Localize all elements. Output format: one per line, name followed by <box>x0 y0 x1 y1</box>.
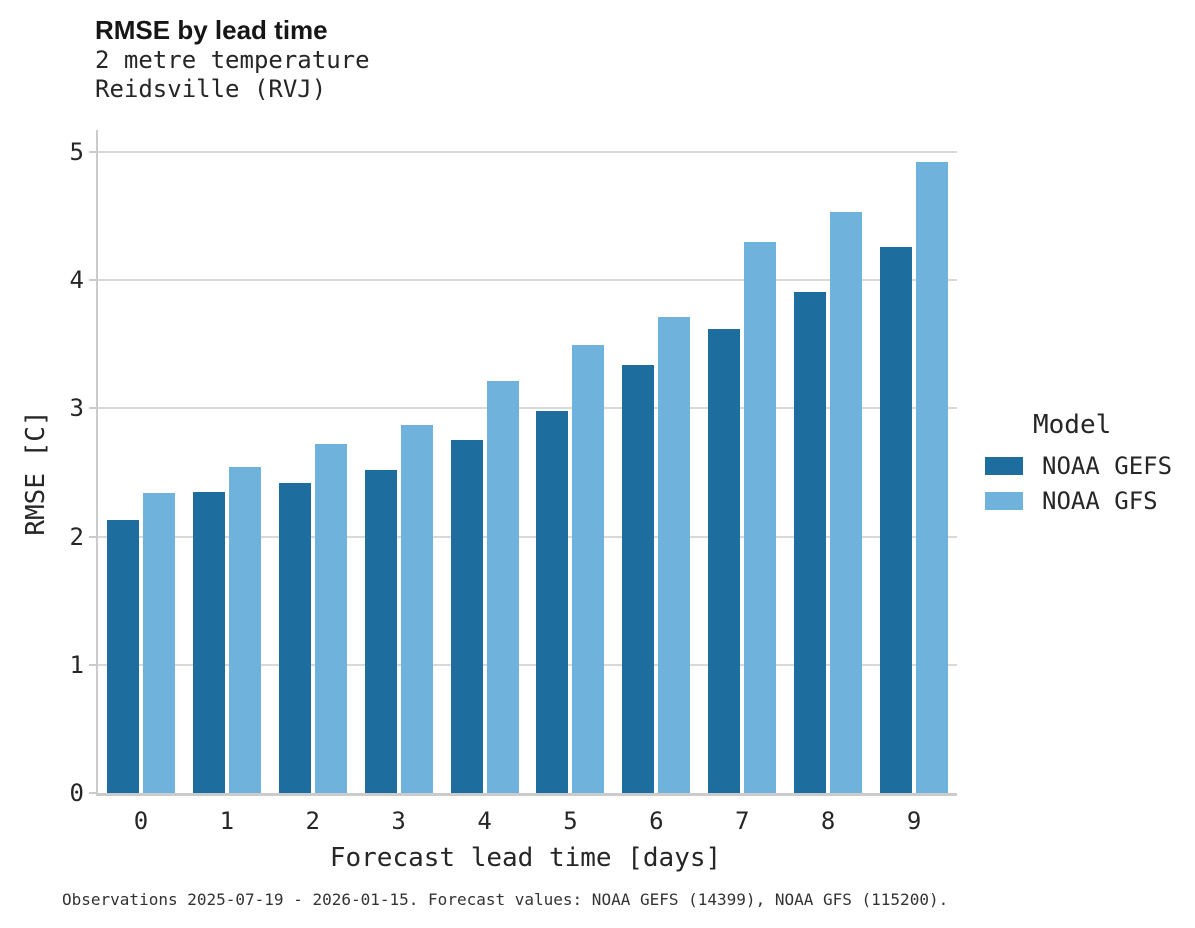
bar-noaa-gefs-lead-5 <box>536 410 569 793</box>
bar-noaa-gfs-lead-6 <box>658 317 691 793</box>
x-tick-label-1: 1 <box>219 807 235 835</box>
x-tick-label-6: 6 <box>649 807 664 835</box>
legend-label-noaa-gfs: NOAA GFS <box>1042 487 1158 515</box>
chart-title: RMSE by lead time <box>95 15 328 45</box>
x-tick-label-7: 7 <box>735 807 750 835</box>
chart-subtitle-variable: 2 metre temperature <box>95 46 370 74</box>
y-axis-title: RMSE [C] <box>21 410 51 536</box>
gridline-y-4 <box>98 279 957 282</box>
bar-noaa-gefs-lead-0 <box>106 519 139 793</box>
title-block: RMSE by lead time 2 metre temperature Re… <box>95 14 370 104</box>
gridline-y-1 <box>98 663 957 666</box>
y-tick-mark-5 <box>89 150 96 153</box>
x-tick-label-8: 8 <box>820 807 836 835</box>
legend-entry-noaa-gefs: NOAA GEFS <box>985 454 1172 478</box>
bar-noaa-gfs-lead-9 <box>916 162 949 793</box>
y-tick-mark-2 <box>89 535 96 538</box>
y-tick-mark-3 <box>89 407 96 410</box>
bar-noaa-gefs-lead-7 <box>708 328 741 793</box>
legend-title: Model <box>1033 410 1112 440</box>
y-tick-mark-0 <box>89 792 96 794</box>
x-tick-label-0: 0 <box>133 807 149 835</box>
y-tick-label-2: 2 <box>69 522 84 551</box>
gridline-y-3 <box>98 407 957 410</box>
x-tick-label-5: 5 <box>563 807 578 835</box>
x-tick-label-9: 9 <box>906 807 922 835</box>
footer-note: Observations 2025-07-19 - 2026-01-15. Fo… <box>62 890 949 909</box>
bar-noaa-gfs-lead-2 <box>314 444 347 793</box>
bar-noaa-gfs-lead-3 <box>400 424 433 793</box>
bar-noaa-gfs-lead-5 <box>572 345 605 793</box>
bar-noaa-gefs-lead-9 <box>880 246 913 793</box>
bar-noaa-gfs-lead-8 <box>830 212 863 793</box>
bar-noaa-gefs-lead-3 <box>364 469 397 793</box>
x-axis-title: Forecast lead time [days] <box>329 843 722 873</box>
gridline-y-5 <box>98 150 957 153</box>
x-tick-label-3: 3 <box>391 807 406 835</box>
legend-swatch-noaa-gefs <box>985 457 1023 475</box>
bar-noaa-gfs-lead-7 <box>744 241 777 793</box>
legend-label-noaa-gefs: NOAA GEFS <box>1042 452 1173 480</box>
y-tick-label-0: 0 <box>69 779 84 807</box>
bar-noaa-gefs-lead-6 <box>622 364 655 793</box>
bar-noaa-gefs-lead-8 <box>794 291 827 793</box>
y-tick-label-5: 5 <box>69 137 84 166</box>
y-tick-label-3: 3 <box>69 394 84 423</box>
bar-noaa-gefs-lead-4 <box>450 440 483 793</box>
plot-area: 0 1 2 3 4 5 0 1 2 3 4 5 6 7 8 9 <box>70 130 957 835</box>
x-tick-label-4: 4 <box>477 807 492 835</box>
bar-noaa-gfs-lead-0 <box>142 492 175 793</box>
y-tick-mark-1 <box>89 663 96 666</box>
bar-noaa-gefs-lead-1 <box>192 491 225 793</box>
x-tick-label-2: 2 <box>305 807 320 835</box>
bar-noaa-gfs-lead-4 <box>486 381 519 793</box>
bar-noaa-gefs-lead-2 <box>278 482 311 793</box>
legend-entry-noaa-gfs: NOAA GFS <box>985 489 1158 513</box>
y-tick-mark-4 <box>89 279 96 282</box>
y-tick-label-4: 4 <box>69 266 84 295</box>
gridline-y-2 <box>98 535 957 538</box>
bar-noaa-gfs-lead-1 <box>228 467 261 793</box>
chart-subtitle-station: Reidsville (RVJ) <box>95 75 327 103</box>
y-tick-label-1: 1 <box>69 650 84 679</box>
legend-swatch-noaa-gfs <box>985 492 1023 510</box>
